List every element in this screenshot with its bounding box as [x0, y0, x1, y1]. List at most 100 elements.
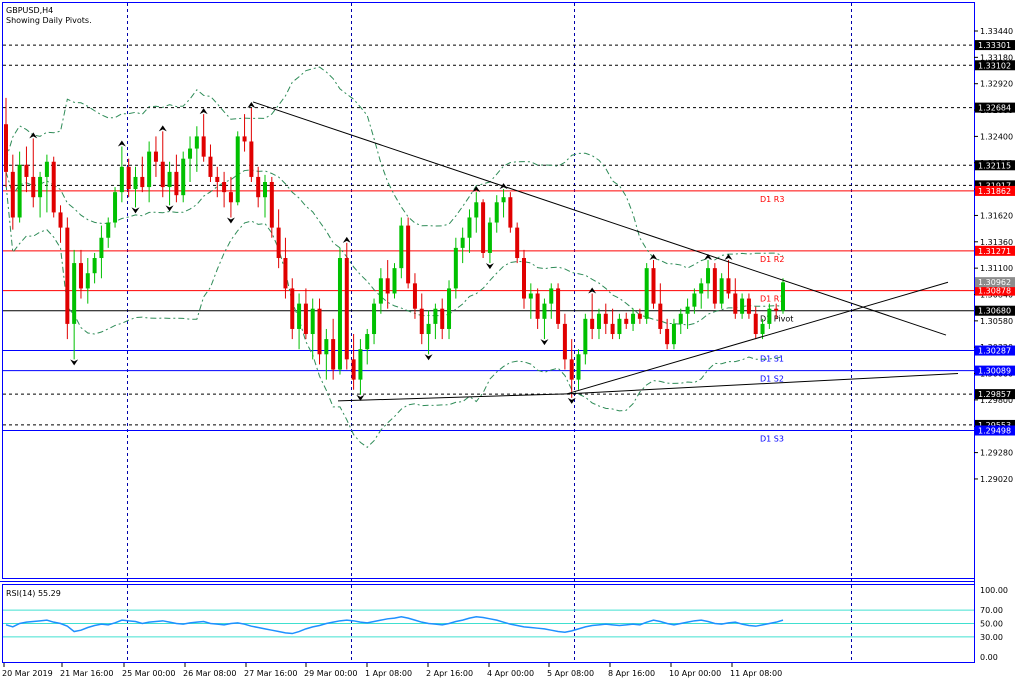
rsi-tick-label: 70.00	[980, 606, 1003, 615]
candle-body	[412, 283, 417, 309]
level-tag-box	[975, 160, 1015, 171]
rsi-tick-label: 100.00	[980, 586, 1008, 595]
candle-body	[263, 182, 267, 198]
candle-body	[51, 161, 56, 213]
price-tick-label: 1.31620	[980, 211, 1013, 220]
price-tick-label: 1.33180	[980, 53, 1013, 62]
fractal-down-arrow	[226, 217, 235, 224]
candle-body	[283, 258, 288, 289]
fractal-up-arrow	[588, 287, 597, 294]
candle-body	[58, 212, 63, 228]
candle-body	[235, 136, 240, 203]
rsi-line	[5, 616, 784, 635]
candle-body	[167, 171, 172, 188]
candle-body	[637, 313, 642, 319]
fractal-up-arrow	[649, 254, 658, 261]
candle-body	[440, 308, 445, 329]
fractal-up-arrow	[117, 140, 126, 147]
candle-body	[385, 278, 390, 294]
pivot-tag: 1.29498	[978, 427, 1011, 436]
band-line	[5, 66, 784, 269]
candle-body	[256, 176, 261, 198]
candle-body	[160, 161, 165, 188]
candle-body	[576, 354, 581, 380]
candle-body	[106, 222, 111, 238]
candle-body	[188, 148, 193, 159]
pivot-label: D1 R2	[760, 255, 784, 264]
vertical-grid	[127, 3, 852, 662]
pivot-tag: 1.30680	[978, 307, 1011, 316]
candle-body	[113, 192, 118, 223]
candle-body	[487, 222, 492, 253]
fractal-down-arrow	[567, 397, 576, 404]
candle-body	[522, 258, 526, 299]
candle-body	[215, 176, 220, 183]
price-tick-label: 1.31360	[980, 238, 1013, 247]
candle-body	[372, 303, 377, 335]
candle-body	[10, 171, 15, 218]
trendlines	[252, 101, 959, 402]
candle-body	[726, 278, 731, 294]
candle-body	[344, 258, 349, 360]
price-tick-label: 1.33440	[980, 27, 1013, 36]
candle-body	[399, 225, 404, 269]
candle-body	[528, 293, 533, 299]
price-tick-label: 1.32920	[980, 80, 1013, 89]
candle-body	[201, 136, 206, 157]
candle-body	[671, 323, 676, 345]
bollinger-bands	[5, 66, 784, 448]
candle-body	[147, 151, 152, 188]
pivot-tag-box	[975, 245, 1015, 256]
candle-body	[426, 323, 431, 335]
time-tick-label: 10 Apr 00:00	[669, 669, 721, 678]
pivot-tag: 1.30089	[978, 367, 1011, 376]
candle-body	[733, 293, 738, 314]
pivot-tag-box	[975, 285, 1015, 296]
pivot-label: D1 Pivot	[760, 315, 793, 324]
band-line	[5, 169, 784, 326]
rsi-tick-label: 30.00	[980, 633, 1003, 642]
candle-body	[269, 182, 274, 228]
candle-body	[222, 182, 227, 193]
pivot-tag: 1.31271	[978, 247, 1011, 256]
pivot-label: D1 S1	[760, 355, 784, 364]
candle-body	[685, 306, 690, 314]
level-tag-box	[975, 389, 1015, 400]
current-price-tag-box	[975, 277, 1015, 288]
price-tick-label: 1.29280	[980, 449, 1013, 458]
candle-body	[474, 202, 479, 218]
candlesticks	[4, 97, 785, 398]
rsi-tick-label: 0.00	[980, 653, 998, 662]
time-tick-label: 8 Apr 16:00	[608, 669, 655, 678]
fractal-up-arrow	[247, 102, 256, 109]
candle-body	[406, 225, 411, 284]
chart-subtitle: Showing Daily Pivots.	[6, 16, 92, 25]
pivot-tag: 1.30878	[978, 287, 1011, 296]
trendline	[337, 393, 568, 402]
price-tags: 1.33301 1.33102 1.32684 1.32115 1.31917 1.298…	[975, 40, 1015, 436]
candle-body	[17, 164, 22, 218]
candle-body	[433, 308, 438, 324]
fractal-down-arrow	[424, 354, 433, 361]
candle-body	[133, 176, 138, 190]
candle-body	[208, 156, 213, 177]
pivot-tag-box	[975, 305, 1015, 316]
candle-body	[276, 227, 281, 259]
rsi-tick-label: 50.00	[980, 620, 1003, 629]
band-line	[5, 183, 784, 448]
fractal-up-arrow	[199, 108, 208, 115]
candle-body	[317, 308, 322, 355]
fractal-up-arrow	[342, 236, 351, 243]
candle-body	[351, 359, 356, 380]
candle-body	[38, 176, 43, 198]
candle-body	[181, 158, 186, 196]
time-tick-label: 5 Apr 08:00	[547, 669, 594, 678]
time-tick-label: 2 Apr 16:00	[426, 669, 473, 678]
trendline	[566, 373, 959, 395]
candle-body	[535, 293, 540, 319]
fractal-down-arrow	[485, 263, 494, 270]
candle-body	[358, 349, 363, 380]
candle-body	[24, 164, 29, 177]
fractal-up-arrow	[472, 186, 481, 193]
candle-body	[324, 339, 329, 355]
